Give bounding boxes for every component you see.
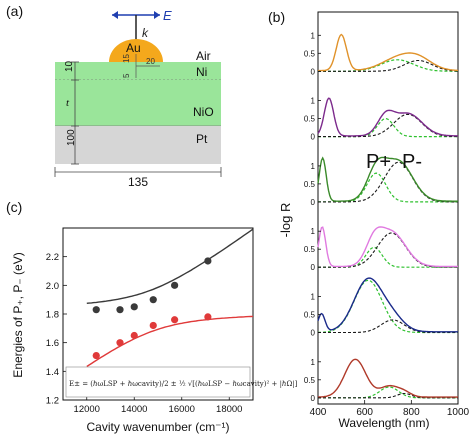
spectrum-5-line — [317, 277, 458, 333]
spectrum-6-line — [318, 358, 458, 398]
spectrum-3-line — [317, 156, 458, 202]
coupling-equation: E± = (ℏωLSP + ℏωcavity)/2 ± ½ √[(ℏωLSP −… — [69, 380, 298, 388]
anticrossing-tick-labels: 12000 14000 16000 18000 1.2 1.4 1.6 1.8 2.0 2.2 — [46, 252, 243, 415]
lower-branch-point — [171, 316, 179, 324]
spectrum-1-ytick-label: 0.5 — [304, 49, 316, 58]
anticrossing-xtick-label: 14000 — [121, 404, 147, 415]
spectrum-2-ytick-label: 0 — [311, 133, 316, 142]
spectrum-4-ytick-label: 1 — [311, 227, 316, 236]
spectrum-5-fit-p-plus — [318, 279, 458, 334]
panel-label-c: (c) — [6, 199, 22, 215]
spectrum-4-fit-p-plus — [318, 246, 458, 268]
lower-branch-point — [92, 351, 100, 360]
spectrum-4-ytick-label: 0 — [311, 263, 316, 272]
spectrum-3-ytick-label: 0 — [311, 198, 316, 207]
spectrum-4-ytick-label: 0.5 — [304, 245, 316, 254]
spectra-xtick-label: 400 — [310, 407, 327, 418]
ni-layer — [55, 62, 221, 80]
ni-thickness-label: 10 — [64, 60, 75, 72]
width-dimension — [54, 167, 222, 177]
spectrum-6-ytick-label: 0 — [311, 394, 316, 403]
spectra-plot-area — [317, 33, 459, 399]
panel-label-b: (b) — [268, 9, 285, 25]
particle-dim-15: 15 — [122, 54, 131, 63]
spectrum-1-ytick-label: 1 — [311, 31, 316, 40]
spectrum-3-ytick-label: 1 — [311, 162, 316, 171]
spectrum-3-ytick-label: 0.5 — [304, 180, 316, 189]
anticrossing-y-axis-label: Energies of P₊, P₋ (eV) — [11, 252, 25, 377]
spectrum-3-fit-p-plus — [318, 172, 458, 203]
equation-box — [65, 366, 251, 398]
nio-label: NiO — [193, 105, 214, 119]
panel-label-a: (a) — [6, 3, 23, 19]
anticrossing-ytick-label: 1.2 — [46, 396, 59, 407]
anticrossing-ytick-label: 1.6 — [46, 338, 59, 349]
lower-branch-point — [149, 321, 157, 330]
particle-dim-5: 5 — [122, 73, 131, 78]
spectrum-2-line — [317, 97, 458, 137]
spectrum-6-ytick-label: 0.5 — [304, 376, 316, 385]
spectra-y-axis-label: -log R — [278, 203, 293, 238]
spectra-xtick-label: 800 — [403, 407, 420, 418]
spectra-xtick-label: 1000 — [447, 407, 470, 418]
spectrum-2-ytick-label: 1 — [311, 97, 316, 106]
k-vector-label: k — [142, 26, 149, 40]
spectra-x-axis-label: Wavelength (nm) — [339, 416, 430, 430]
upper-branch-fit-line — [86, 228, 254, 304]
spectrum-6-ytick-label: 1 — [311, 358, 316, 367]
lower-branch-fit-line — [86, 315, 254, 368]
anticrossing-ytick-label: 2.2 — [46, 252, 59, 263]
pt-layer — [55, 126, 221, 164]
anticrossing-ytick-label: 1.4 — [46, 367, 59, 378]
spectra-tick-labels: 0 0.5 1 0 0.5 1 0 0.5 1 0 0.5 1 0 0.5 1 0 0.5 1 400 600 800 1… — [304, 31, 470, 418]
particle-dim-20: 20 — [146, 57, 155, 66]
lower-branch-point — [204, 313, 212, 321]
ni-label: Ni — [196, 65, 207, 79]
spectrum-5-ytick-label: 0 — [311, 329, 316, 338]
spectra-panel: (b) 0 0.5 1 0 0.5 1 0 0.5 1 0 0.5 1 0 0.5 1 0 0.5 1 400 600… — [268, 9, 470, 430]
pt-thickness-label: 100 — [66, 129, 77, 146]
spectrum-4-line — [317, 226, 458, 268]
p-minus-annotation: P- — [402, 151, 422, 173]
spectrum-5-ytick-label: 0.5 — [304, 311, 316, 320]
upper-branch-point — [171, 281, 179, 289]
spectrum-2-ytick-label: 0.5 — [304, 115, 316, 124]
upper-branch-point — [116, 306, 124, 314]
spectra-plot-frame — [317, 11, 459, 405]
au-nanoparticle — [109, 39, 163, 62]
anticrossing-panel: (c) 12000 14000 16000 18000 1.2 1.4 1.6 1.8 2.0 2… — [6, 199, 298, 434]
upper-branch-point — [204, 257, 212, 265]
anticrossing-plot-area — [86, 228, 254, 368]
anticrossing-ytick-label: 2.0 — [46, 281, 59, 292]
schematic-panel: (a) E k Au 15 5 20 Air Ni NiO Pt — [6, 3, 222, 189]
spectrum-1-line — [318, 33, 459, 72]
pt-label: Pt — [196, 132, 208, 146]
anticrossing-xtick-label: 18000 — [216, 404, 242, 415]
air-label: Air — [196, 49, 211, 63]
lower-branch-point — [130, 331, 138, 340]
anticrossing-ytick-label: 1.8 — [46, 310, 59, 321]
upper-branch-point — [92, 306, 100, 314]
lower-branch-point — [116, 339, 124, 347]
spectrum-1-fit-p-plus — [318, 59, 458, 72]
nio-thickness-label: t — [66, 97, 70, 109]
p-plus-annotation: P+ — [366, 151, 391, 173]
spectra-xtick-label: 600 — [356, 407, 373, 418]
upper-branch-point — [149, 296, 157, 304]
anticrossing-xtick-label: 16000 — [169, 404, 195, 415]
e-field-label: E — [163, 8, 172, 23]
thickness-dimensions — [71, 61, 79, 165]
spectrum-6-fit-p-plus — [318, 386, 458, 399]
width-label: 135 — [128, 175, 148, 189]
au-label: Au — [126, 41, 141, 55]
anticrossing-x-axis-label: Cavity wavenumber (cm⁻¹) — [86, 420, 229, 434]
anticrossing-xtick-label: 12000 — [74, 404, 100, 415]
spectrum-1-ytick-label: 0 — [311, 67, 316, 76]
spectrum-1-fit-p-minus — [318, 59, 458, 72]
upper-branch-point — [130, 303, 138, 311]
spectrum-5-ytick-label: 1 — [311, 293, 316, 302]
nio-layer — [55, 80, 221, 126]
spectrum-2-fit-p-plus — [318, 117, 458, 138]
